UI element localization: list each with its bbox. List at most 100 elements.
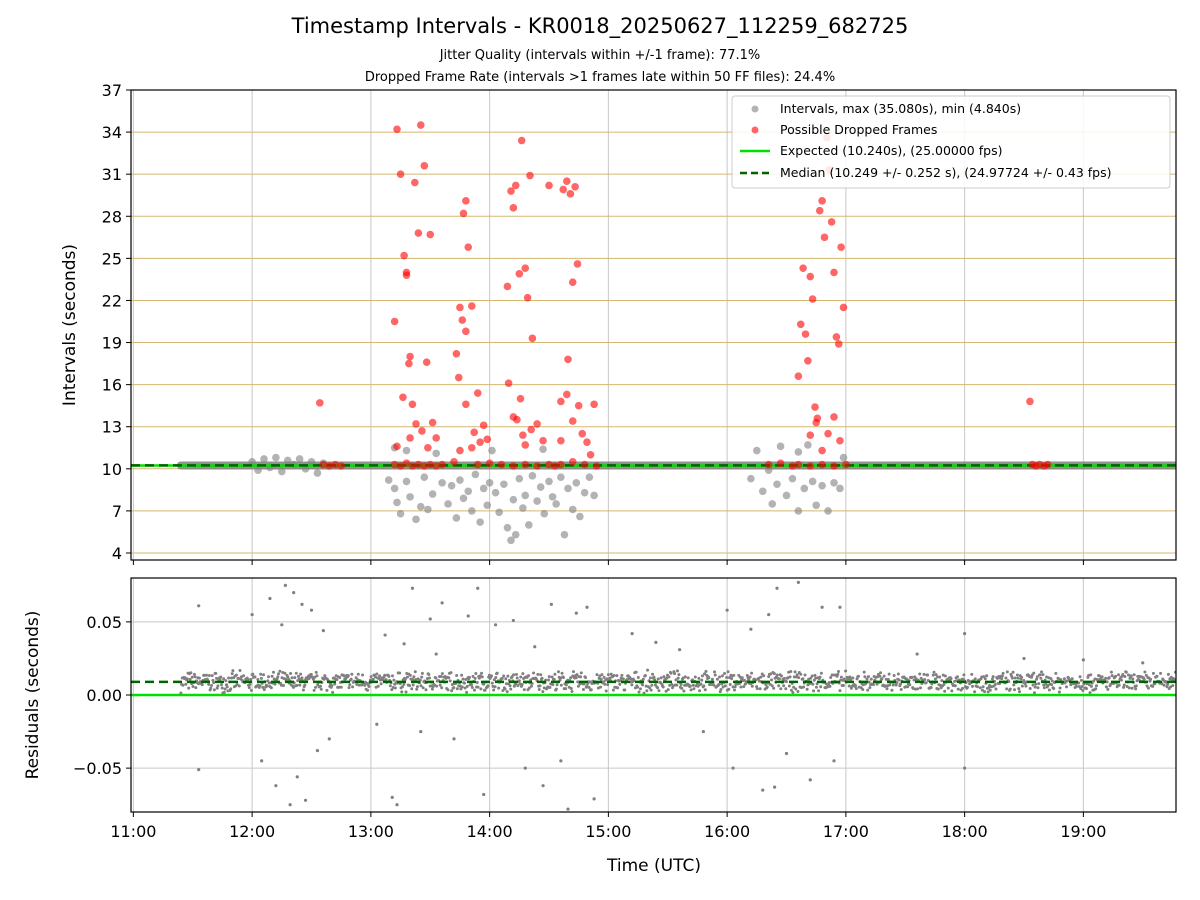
residual-point: [477, 676, 481, 680]
residual-point: [560, 671, 564, 675]
residual-point: [767, 612, 771, 617]
residual-point: [784, 751, 789, 756]
residual-point: [412, 675, 416, 679]
residual-point: [720, 682, 724, 686]
residual-point: [759, 675, 763, 679]
dropped-frame-point: [830, 462, 838, 470]
residual-point: [732, 688, 736, 692]
dropped-frame-point: [462, 400, 470, 409]
residual-point: [519, 675, 523, 679]
interval-point: [483, 501, 492, 510]
residual-point: [725, 608, 729, 612]
residual-point: [990, 677, 994, 681]
y-tick-label: 37: [102, 81, 122, 100]
interval-point: [576, 512, 584, 521]
interval-point: [824, 507, 832, 515]
residual-point: [522, 688, 526, 692]
residual-point: [712, 683, 716, 687]
residual-point: [866, 688, 870, 692]
residual-point: [242, 674, 246, 678]
residual-point: [791, 691, 795, 695]
residual-point: [218, 677, 222, 681]
residual-point: [749, 627, 753, 631]
residual-point: [940, 679, 944, 683]
residual-point: [197, 604, 201, 608]
residual-point: [474, 671, 478, 675]
residual-point: [259, 672, 263, 676]
dropped-frame-point: [523, 293, 532, 302]
residual-point: [369, 675, 373, 679]
dropped-frame-point: [545, 181, 553, 190]
residual-point: [899, 682, 902, 686]
residual-point: [492, 678, 496, 682]
residual-point: [1079, 678, 1083, 682]
residual-point: [300, 676, 304, 680]
interval-point: [800, 484, 809, 493]
residual-point: [1142, 677, 1146, 681]
residual-point: [179, 691, 183, 695]
residual-point: [842, 684, 845, 688]
residual-point: [1033, 685, 1037, 689]
residual-point: [1124, 670, 1128, 674]
residual-point: [812, 689, 816, 693]
residual-point: [604, 689, 608, 693]
residual-point: [683, 675, 687, 679]
residual-point: [723, 684, 727, 688]
residual-point: [796, 580, 800, 584]
residual-point: [632, 679, 636, 683]
residual-point: [1039, 676, 1043, 680]
residual-point: [661, 685, 665, 689]
x-tick-label: 15:00: [585, 822, 631, 841]
residual-point: [539, 673, 543, 677]
residual-point: [1042, 686, 1046, 690]
residual-point: [611, 688, 615, 692]
residual-point: [283, 583, 287, 587]
residual-point: [686, 676, 690, 680]
residual-point: [197, 676, 201, 680]
residual-point: [777, 684, 781, 688]
residual-point: [827, 680, 831, 684]
residual-point: [185, 677, 189, 681]
residual-point: [440, 686, 444, 690]
residual-point: [726, 670, 730, 674]
dropped-frame-point: [393, 442, 401, 451]
residual-point: [269, 686, 273, 690]
residual-point: [679, 683, 683, 687]
residual-point: [691, 683, 695, 687]
residual-point: [383, 633, 387, 637]
dropped-frame-point: [573, 260, 582, 268]
residual-point: [1035, 677, 1039, 681]
residual-point: [283, 671, 287, 675]
residual-point: [799, 672, 803, 676]
legend: Intervals, max (35.080s), min (4.840s) P…: [731, 95, 1171, 189]
residual-point: [460, 673, 464, 677]
residual-point: [393, 686, 397, 690]
dropped-frame-point: [533, 420, 541, 428]
dropped-frame-point: [832, 333, 841, 341]
residual-point: [511, 618, 515, 623]
residual-point: [1050, 679, 1054, 683]
residual-point: [637, 690, 641, 694]
residual-point: [1109, 670, 1113, 674]
residual-point: [1013, 688, 1016, 692]
residual-point: [410, 586, 415, 590]
dropped-frame-point: [818, 197, 826, 205]
residual-point: [731, 766, 735, 770]
y-tick-label: 4: [112, 544, 122, 563]
residual-point: [1084, 687, 1088, 691]
x-tick-label: 13:00: [348, 822, 394, 841]
residual-point: [357, 683, 361, 687]
residual-point: [387, 674, 391, 678]
residual-point: [371, 677, 375, 681]
residual-point: [891, 683, 895, 687]
residual-point: [348, 683, 352, 687]
residual-point: [424, 688, 428, 692]
residual-point: [569, 686, 573, 690]
residual-point: [219, 675, 223, 679]
residual-point: [943, 674, 947, 678]
residual-point: [750, 684, 754, 688]
residual-point: [980, 688, 984, 692]
legend-label-intervals: Intervals, max (35.080s), min (4.840s): [780, 101, 1021, 116]
residual-point: [1127, 673, 1130, 677]
residual-point: [854, 684, 858, 688]
